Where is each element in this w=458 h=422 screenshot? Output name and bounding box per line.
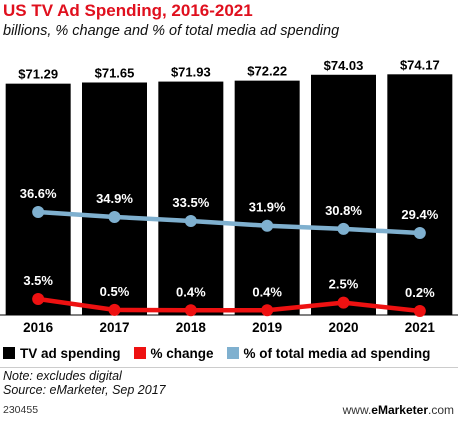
share-point: [413, 227, 426, 239]
change-label: 0.4%: [176, 284, 206, 299]
legend-item-percent-of-total: % of total media ad spending: [226, 345, 431, 361]
bar: [158, 81, 224, 315]
brand-suffix: .com: [427, 403, 454, 417]
change-label: 3.5%: [23, 273, 53, 288]
share-point: [337, 222, 350, 235]
x-tick-label: 2019: [252, 320, 282, 335]
change-label: 0.5%: [100, 284, 130, 299]
note-text: Note: excludes digital: [3, 369, 122, 383]
share-label: 34.9%: [96, 191, 133, 206]
source-text: Source: eMarketer, Sep 2017: [3, 383, 166, 397]
x-tick-label: 2017: [99, 320, 129, 335]
legend-label-tv-ad-spending: TV ad spending: [20, 345, 121, 361]
share-label: 33.5%: [172, 195, 209, 210]
share-label: 29.4%: [401, 207, 438, 222]
bar-value-label: $71.29: [18, 67, 58, 82]
x-tick-label: 2016: [23, 320, 54, 335]
change-point: [184, 304, 197, 317]
bar: [387, 74, 453, 316]
legend-item-tv-ad-spending: TV ad spending: [3, 346, 121, 361]
bar: [82, 82, 147, 315]
share-point: [184, 215, 197, 228]
share-point: [108, 210, 121, 223]
bar-value-label: $72.22: [247, 64, 287, 79]
bar: [234, 80, 300, 315]
chart-area: $71.29 $71.65 $71.93 $72.22 $74.03 $74.17 36.6…: [0, 57, 458, 335]
share-point: [261, 219, 274, 232]
share-label: 31.9%: [249, 200, 286, 215]
change-label: 0.2%: [405, 285, 435, 300]
change-point: [32, 293, 45, 305]
bar-value-label: $71.65: [95, 65, 135, 80]
legend-label-percent-of-total: % of total media ad spending: [243, 345, 431, 361]
x-tick-label: 2018: [176, 320, 207, 335]
brand-link[interactable]: www.eMarketer.com: [343, 403, 454, 417]
chart-subtitle: billions, % change and % of total media …: [3, 23, 340, 39]
share-point: [32, 206, 45, 218]
footer-divider: [0, 367, 458, 368]
change-label: 0.4%: [252, 284, 282, 299]
share-label: 36.6%: [20, 186, 57, 201]
bar-value-label: $74.03: [324, 58, 364, 73]
x-tick-label: 2020: [328, 320, 358, 335]
bar: [311, 74, 376, 315]
change-line: [37, 296, 421, 314]
legend-swatch-percent-of-total: [226, 347, 239, 359]
bar-value-label: $74.17: [400, 57, 440, 72]
change-point: [261, 304, 274, 317]
change-point: [108, 303, 121, 316]
change-point: [413, 305, 426, 317]
change-point: [337, 296, 350, 309]
share-line: [38, 209, 420, 236]
legend: TV ad spending % change % of total media…: [3, 340, 458, 366]
x-tick-label: 2021: [405, 320, 436, 335]
bar-value-label: $71.93: [171, 65, 211, 80]
legend-swatch-tv-ad-spending: [3, 347, 15, 359]
brand-prefix: www.: [342, 403, 372, 417]
chart-title: US TV Ad Spending, 2016-2021: [3, 1, 253, 20]
share-label: 30.8%: [325, 203, 362, 218]
chart-id: 230455: [3, 404, 39, 416]
footnote: Note: excludes digital Source: eMarketer…: [3, 369, 166, 397]
legend-swatch-percent-change: [133, 347, 146, 359]
legend-item-percent-change: % change: [133, 345, 214, 361]
legend-label-percent-change: % change: [150, 345, 214, 361]
bar: [5, 83, 71, 315]
brand-name: eMarketer: [371, 403, 428, 417]
change-label: 2.5%: [329, 277, 359, 292]
